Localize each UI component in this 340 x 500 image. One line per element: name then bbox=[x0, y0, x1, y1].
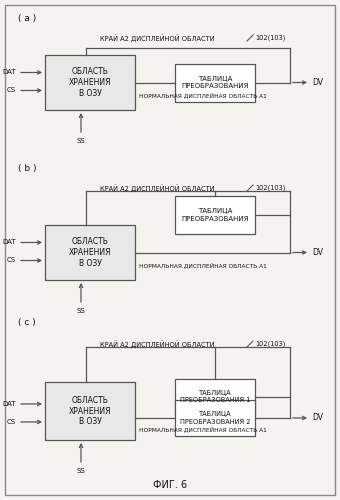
Text: 102(103): 102(103) bbox=[255, 184, 285, 191]
Text: CS: CS bbox=[7, 419, 16, 425]
Text: SS: SS bbox=[76, 308, 85, 314]
Bar bbox=[175, 378, 255, 414]
Text: SS: SS bbox=[76, 138, 85, 144]
Text: ТАБЛИЦА
ПРЕОБРАЗОВАНИЯ: ТАБЛИЦА ПРЕОБРАЗОВАНИЯ bbox=[181, 208, 249, 222]
Text: НОРМАЛЬНАЯ ДИСПЛЕЙНАЯ ОБЛАСТЬ А1: НОРМАЛЬНАЯ ДИСПЛЕЙНАЯ ОБЛАСТЬ А1 bbox=[139, 92, 267, 98]
Text: ТАБЛИЦА
ПРЕОБРАЗОВАНИЯ 1: ТАБЛИЦА ПРЕОБРАЗОВАНИЯ 1 bbox=[180, 390, 250, 403]
Text: ОБЛАСТЬ
ХРАНЕНИЯ
В ОЗУ: ОБЛАСТЬ ХРАНЕНИЯ В ОЗУ bbox=[69, 238, 111, 268]
Text: ФИГ. 6: ФИГ. 6 bbox=[153, 480, 187, 490]
Text: DV: DV bbox=[312, 414, 323, 422]
Text: SS: SS bbox=[76, 468, 85, 474]
Bar bbox=[175, 196, 255, 234]
Text: 102(103): 102(103) bbox=[255, 341, 285, 347]
Text: DAT: DAT bbox=[2, 70, 16, 75]
Bar bbox=[175, 400, 255, 436]
Text: DAT: DAT bbox=[2, 401, 16, 407]
Text: КРАЙ А2 ДИСПЛЕЙНОЙ ОБЛАСТИ: КРАЙ А2 ДИСПЛЕЙНОЙ ОБЛАСТИ bbox=[100, 340, 215, 348]
Text: ОБЛАСТЬ
ХРАНЕНИЯ
В ОЗУ: ОБЛАСТЬ ХРАНЕНИЯ В ОЗУ bbox=[69, 67, 111, 98]
Text: CS: CS bbox=[7, 88, 16, 94]
Text: 102(103): 102(103) bbox=[255, 35, 285, 42]
Text: ТАБЛИЦА
ПРЕОБРАЗОВАНИЯ 2: ТАБЛИЦА ПРЕОБРАЗОВАНИЯ 2 bbox=[180, 412, 250, 424]
Text: ( a ): ( a ) bbox=[18, 14, 36, 23]
Text: ТАБЛИЦА
ПРЕОБРАЗОВАНИЯ: ТАБЛИЦА ПРЕОБРАЗОВАНИЯ bbox=[181, 76, 249, 89]
Text: ( c ): ( c ) bbox=[18, 318, 36, 327]
Text: DV: DV bbox=[312, 78, 323, 87]
Text: КРАЙ А2 ДИСПЛЕЙНОЙ ОБЛАСТИ: КРАЙ А2 ДИСПЛЕЙНОЙ ОБЛАСТИ bbox=[100, 184, 215, 192]
Bar bbox=[175, 64, 255, 102]
Text: DV: DV bbox=[312, 248, 323, 257]
Text: НОРМАЛЬНАЯ ДИСПЛЕЙНАЯ ОБЛАСТЬ А1: НОРМАЛЬНАЯ ДИСПЛЕЙНАЯ ОБЛАСТЬ А1 bbox=[139, 426, 267, 432]
Text: ( b ): ( b ) bbox=[18, 164, 36, 173]
Text: DAT: DAT bbox=[2, 240, 16, 246]
Bar bbox=[45, 382, 135, 440]
Text: НОРМАЛЬНАЯ ДИСПЛЕЙНАЯ ОБЛАСТЬ А1: НОРМАЛЬНАЯ ДИСПЛЕЙНАЯ ОБЛАСТЬ А1 bbox=[139, 262, 267, 268]
Text: КРАЙ А2 ДИСПЛЕЙНОЙ ОБЛАСТИ: КРАЙ А2 ДИСПЛЕЙНОЙ ОБЛАСТИ bbox=[100, 34, 215, 42]
Bar bbox=[45, 55, 135, 110]
Text: CS: CS bbox=[7, 258, 16, 264]
Bar bbox=[45, 225, 135, 280]
Text: ОБЛАСТЬ
ХРАНЕНИЯ
В ОЗУ: ОБЛАСТЬ ХРАНЕНИЯ В ОЗУ bbox=[69, 396, 111, 426]
